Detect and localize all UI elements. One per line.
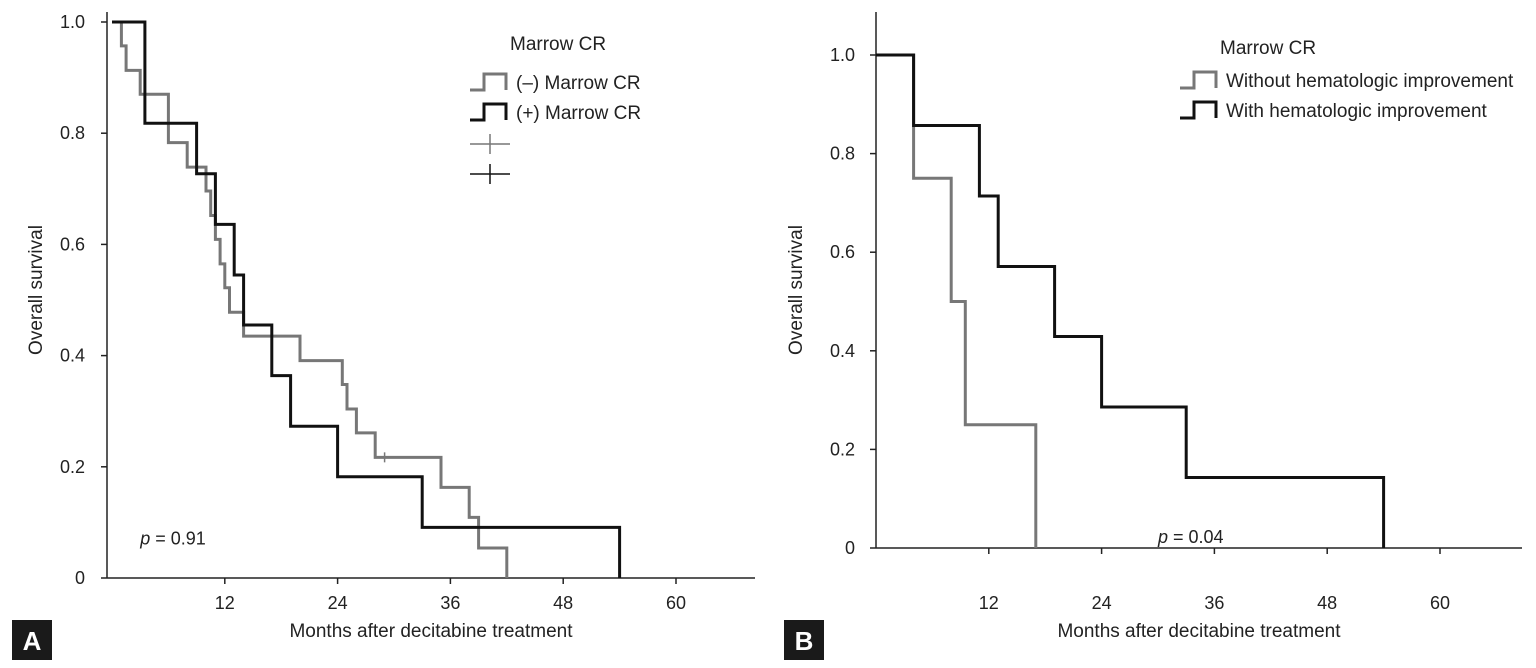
panel-badge-label: B: [795, 626, 814, 656]
y-tick-label: 0.8: [60, 123, 85, 143]
x-tick-label: 60: [1430, 593, 1450, 613]
x-axis-title: Months after decitabine treatment: [289, 621, 573, 642]
x-tick-label: 24: [1092, 593, 1112, 613]
x-axis-title: Months after decitabine treatment: [1057, 621, 1341, 642]
y-axis-title: Overall survival: [26, 225, 47, 355]
y-tick-label: 0.6: [830, 242, 855, 262]
x-tick-label: 36: [440, 593, 460, 613]
legend-swatch: [470, 72, 508, 92]
legend-swatch: [470, 102, 508, 122]
y-tick-label: 0.6: [60, 234, 85, 254]
x-tick-label: 48: [1317, 593, 1337, 613]
legend-label: (–) Marrow CR: [516, 73, 641, 94]
y-tick-label: 1.0: [60, 12, 85, 32]
x-tick-label: 60: [666, 593, 686, 613]
x-tick-label: 48: [553, 593, 573, 613]
x-tick-label: 12: [979, 593, 999, 613]
legend-swatch: [1180, 70, 1218, 90]
legend-label: Without hematologic improvement: [1226, 71, 1514, 92]
survival-curve-series-1: [112, 20, 509, 578]
survival-curve-series-2: [112, 20, 622, 578]
x-tick-label: 36: [1204, 593, 1224, 613]
x-tick-label: 24: [328, 593, 348, 613]
legend-title: Marrow CR: [1220, 38, 1316, 59]
legend: Marrow CR Without hematologic improvement…: [1180, 38, 1514, 122]
p-value-label: p = 0.04: [1157, 527, 1224, 547]
y-tick-label: 1.0: [830, 45, 855, 65]
x-tick-label: 12: [215, 593, 235, 613]
y-axis-title: Overall survival: [786, 225, 807, 355]
panel-a: 0 0.2 0.4 0.6 0.8 1.0 12 24 36 48 60 Months after d…: [12, 12, 755, 660]
legend-label: (+) Marrow CR: [516, 103, 641, 124]
survival-curve-series-1: [876, 53, 1038, 548]
y-tick-label: 0: [75, 568, 85, 588]
y-tick-label: 0: [845, 538, 855, 558]
legend: Marrow CR (–) Marrow CR (+) Marrow CR: [470, 34, 641, 184]
p-value-label: p = 0.91: [139, 529, 206, 549]
survival-curve-series-2: [876, 53, 1386, 548]
panel-badge-label: A: [23, 626, 42, 656]
legend-label: With hematologic improvement: [1226, 101, 1488, 122]
y-tick-label: 0.4: [830, 341, 855, 361]
y-tick-label: 0.8: [830, 144, 855, 164]
panel-badge: [784, 620, 824, 660]
y-tick-label: 0.4: [60, 346, 85, 366]
y-tick-label: 0.2: [830, 439, 855, 459]
legend-swatch: [1180, 100, 1218, 120]
panel-b: 0 0.2 0.4 0.6 0.8 1.0 12 24 36 48 60 Months after d…: [784, 12, 1522, 660]
panel-badge: [12, 620, 52, 660]
y-tick-label: 0.2: [60, 457, 85, 477]
legend-title: Marrow CR: [510, 34, 606, 55]
